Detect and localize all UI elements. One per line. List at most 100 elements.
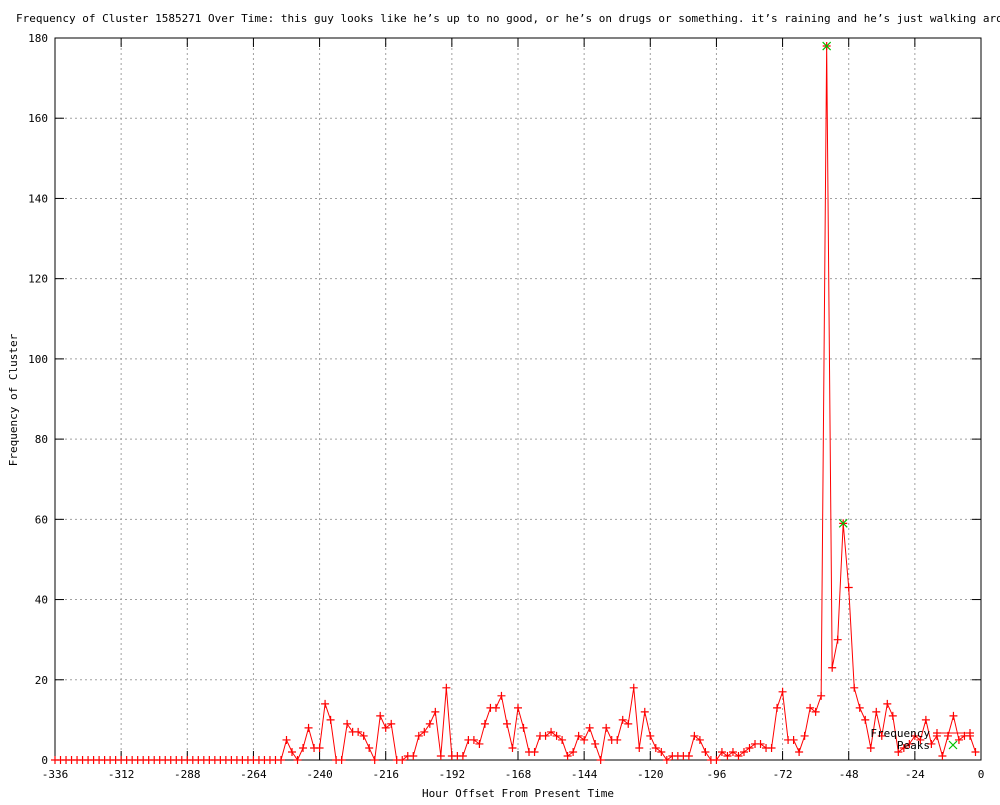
data-point-plus [927, 739, 936, 748]
data-point-plus [288, 747, 297, 756]
data-point-plus [431, 707, 440, 716]
grid [55, 38, 981, 760]
x-tick-label: -336 [42, 768, 69, 781]
y-tick-label: 0 [41, 754, 48, 767]
data-point-plus [519, 723, 528, 732]
x-tick-label: -264 [240, 768, 267, 781]
x-tick-labels: -336 -312 -288 -264 -240 -216 -192 -168 -144 -120… [42, 768, 985, 781]
data-point-plus [276, 756, 285, 764]
data-point-plus [954, 735, 963, 744]
data-point-plus [866, 743, 875, 752]
data-point-plus [491, 703, 500, 712]
data-point-plus [728, 747, 737, 756]
data-point-plus [376, 711, 385, 720]
data-point-plus [966, 729, 974, 737]
x-tick-label: 0 [978, 768, 985, 781]
data-point-plus [938, 751, 947, 760]
data-point-plus [695, 735, 704, 744]
data-point-plus [861, 715, 870, 724]
data-point-plus [949, 711, 958, 720]
data-point-plus [618, 715, 627, 724]
data-point-plus [717, 747, 726, 756]
y-tick-label: 40 [35, 594, 48, 607]
data-point-plus [359, 731, 368, 740]
data-point-plus [624, 719, 633, 728]
data-point-plus [662, 756, 671, 764]
data-point-plus [541, 731, 550, 740]
data-point-plus [425, 719, 434, 728]
x-tick-label: -24 [905, 768, 925, 781]
y-tick-label: 180 [28, 32, 48, 45]
data-point-plus [591, 739, 600, 748]
data-point-plus [502, 719, 511, 728]
x-tick-label: -168 [505, 768, 532, 781]
data-point-plus [585, 723, 594, 732]
data-point-plus [354, 727, 363, 736]
data-point-plus [514, 703, 522, 712]
data-point-plus [436, 751, 445, 760]
data-point-plus [497, 691, 506, 700]
data-point-plus [767, 743, 776, 752]
data-point-plus [475, 739, 484, 748]
x-tick-label: -192 [439, 768, 466, 781]
x-tick-label: -288 [174, 768, 201, 781]
data-point-plus [883, 699, 892, 708]
data-point-plus [773, 703, 782, 712]
data-point-plus [480, 719, 489, 728]
data-point-plus [387, 719, 396, 728]
data-point-plus [894, 747, 903, 756]
data-point-plus [420, 727, 429, 736]
data-point-plus [629, 683, 638, 692]
data-point-plus [905, 739, 914, 748]
data-point-plus [558, 735, 567, 744]
data-point-plus [315, 743, 324, 752]
data-point-plus [381, 723, 390, 732]
data-point-plus [458, 751, 467, 760]
x-tick-label: -120 [637, 768, 664, 781]
data-point-plus [855, 703, 864, 712]
axis-ticks [54, 37, 982, 761]
data-point-plus [756, 739, 765, 748]
data-point-cross [822, 41, 832, 51]
data-point-plus [635, 743, 644, 752]
series-layer [51, 41, 980, 764]
y-tick-label: 80 [35, 433, 48, 446]
x-tick-label: -48 [839, 768, 859, 781]
data-point-plus [690, 731, 699, 740]
data-point-plus [745, 743, 754, 752]
data-point-plus [547, 727, 556, 736]
y-tick-labels: 0 20 40 60 80 100 120 140 160 180 [28, 32, 48, 767]
data-point-plus [343, 719, 352, 728]
data-point-plus [469, 735, 478, 744]
data-point-plus [833, 635, 842, 644]
data-point-plus [646, 731, 655, 740]
data-point-plus [789, 735, 798, 744]
y-tick-label: 140 [28, 192, 48, 205]
x-tick-label: -312 [108, 768, 135, 781]
y-tick-label: 20 [35, 674, 48, 687]
x-tick-label: -240 [306, 768, 333, 781]
data-point-plus [282, 735, 291, 744]
frequency-line [55, 46, 976, 762]
y-axis-label: Frequency of Cluster [7, 333, 20, 466]
data-point-plus [530, 747, 539, 756]
chart-title: Frequency of Cluster 1585271 Over Time: … [16, 12, 1000, 25]
data-point-plus [921, 715, 930, 724]
data-point-cross [948, 740, 958, 750]
data-point-plus [563, 751, 572, 760]
data-point-plus [701, 747, 710, 756]
data-point-plus [552, 731, 561, 740]
data-point-plus [640, 707, 649, 716]
data-point-plus [739, 747, 748, 756]
data-point-plus [817, 691, 826, 700]
data-point-plus [613, 735, 622, 744]
data-point-plus [778, 687, 787, 696]
y-tick-label: 60 [35, 513, 48, 526]
data-point-plus [850, 683, 859, 692]
data-point-plus [602, 723, 611, 732]
data-point-plus [321, 699, 330, 708]
data-point-plus [293, 756, 302, 764]
data-point-plus [442, 683, 451, 692]
data-point-plus [811, 707, 820, 716]
